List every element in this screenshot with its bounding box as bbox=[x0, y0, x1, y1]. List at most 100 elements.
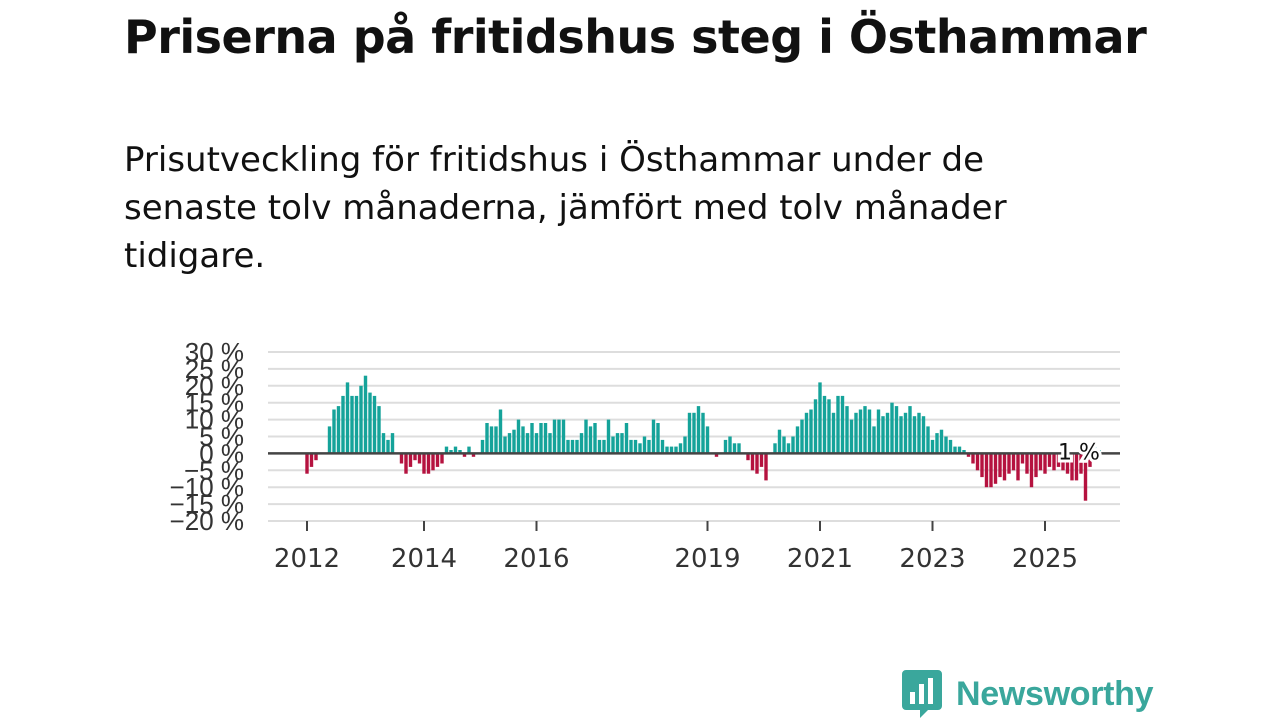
bar bbox=[1038, 453, 1043, 471]
x-tick-label: 2025 bbox=[1012, 544, 1078, 574]
x-tick-label: 2016 bbox=[503, 544, 569, 574]
bar bbox=[449, 450, 453, 454]
bar bbox=[1061, 453, 1065, 471]
bar bbox=[989, 453, 993, 488]
bar bbox=[660, 439, 665, 454]
bar bbox=[890, 402, 894, 454]
bar bbox=[944, 436, 948, 454]
bar bbox=[881, 416, 885, 454]
bar bbox=[656, 423, 660, 454]
bar bbox=[813, 399, 818, 454]
bar bbox=[620, 433, 624, 454]
bar bbox=[359, 385, 363, 454]
bar bbox=[314, 453, 318, 461]
bar bbox=[894, 406, 899, 454]
bar bbox=[602, 439, 606, 454]
bar bbox=[863, 406, 867, 454]
bar bbox=[1025, 453, 1029, 474]
bar bbox=[408, 453, 413, 467]
y-tick-label: 15 % bbox=[185, 388, 244, 418]
bar bbox=[705, 426, 710, 454]
bar bbox=[552, 419, 557, 454]
bar bbox=[633, 439, 638, 454]
bar bbox=[1034, 453, 1038, 478]
y-tick-label: −5 % bbox=[184, 455, 244, 485]
newsworthy-logo: Newsworthy bbox=[902, 670, 1154, 718]
y-tick-label: −20 % bbox=[170, 506, 244, 536]
bar bbox=[584, 419, 588, 454]
bar bbox=[1056, 453, 1061, 467]
bar bbox=[327, 426, 332, 454]
y-tick-label: −15 % bbox=[170, 489, 244, 519]
x-tick-label: 2012 bbox=[274, 544, 340, 574]
bar bbox=[998, 453, 1002, 478]
bar bbox=[984, 453, 989, 488]
bar bbox=[1097, 450, 1101, 454]
bar bbox=[791, 436, 795, 454]
bar bbox=[777, 429, 782, 454]
bar bbox=[687, 412, 692, 454]
bar bbox=[480, 439, 485, 454]
bar bbox=[597, 439, 602, 454]
bar bbox=[669, 446, 674, 454]
bar bbox=[399, 453, 404, 464]
bar bbox=[782, 436, 786, 454]
bar bbox=[575, 439, 579, 454]
bar bbox=[615, 433, 620, 454]
bar bbox=[453, 446, 458, 454]
bar bbox=[840, 395, 845, 454]
bar bbox=[755, 453, 759, 474]
bar bbox=[867, 409, 872, 454]
chart-bars bbox=[268, 375, 1120, 501]
bar bbox=[309, 453, 314, 467]
y-tick-label: 20 % bbox=[185, 371, 244, 401]
y-axis: 30 %25 %20 %15 %10 %5 %0 %−5 %−10 %−15 %… bbox=[170, 337, 244, 536]
bar bbox=[647, 439, 651, 454]
bar bbox=[773, 443, 777, 454]
bar bbox=[1079, 453, 1083, 474]
bar bbox=[363, 375, 368, 454]
bar bbox=[885, 412, 890, 454]
bar bbox=[561, 419, 566, 454]
bar bbox=[593, 423, 597, 454]
bar bbox=[1011, 453, 1016, 471]
y-tick-label: 10 % bbox=[185, 405, 244, 435]
bar bbox=[345, 382, 350, 454]
y-tick-label: 0 % bbox=[199, 438, 244, 468]
bar bbox=[665, 446, 669, 454]
bar bbox=[381, 433, 386, 454]
bar bbox=[503, 436, 507, 454]
bar bbox=[899, 416, 903, 454]
bar bbox=[512, 429, 516, 454]
bar bbox=[372, 395, 377, 454]
bar bbox=[606, 419, 611, 454]
bar bbox=[579, 433, 584, 454]
bar bbox=[431, 453, 435, 471]
bar bbox=[566, 439, 570, 454]
bar bbox=[471, 453, 476, 457]
y-tick-label: 5 % bbox=[199, 422, 244, 452]
bar bbox=[341, 395, 345, 454]
x-axis: 2012 2014 2016 2019 2021 2023 2025 bbox=[274, 521, 1078, 574]
x-tick-label: 2014 bbox=[391, 544, 457, 574]
bar bbox=[804, 412, 809, 454]
bar bbox=[539, 423, 543, 454]
bar bbox=[507, 433, 512, 454]
bar bbox=[750, 453, 755, 471]
bar bbox=[548, 433, 552, 454]
bar bbox=[570, 439, 575, 454]
bar bbox=[872, 426, 876, 454]
bar bbox=[678, 443, 683, 454]
bar bbox=[674, 446, 678, 454]
bar bbox=[912, 416, 917, 454]
bar bbox=[957, 446, 962, 454]
bar bbox=[498, 409, 503, 454]
bar bbox=[638, 443, 642, 454]
bar bbox=[800, 419, 804, 454]
bar bbox=[737, 443, 741, 454]
bar bbox=[1007, 453, 1011, 474]
bar bbox=[903, 412, 908, 454]
bar bbox=[732, 443, 737, 454]
bar bbox=[354, 395, 359, 454]
bar bbox=[440, 453, 444, 464]
